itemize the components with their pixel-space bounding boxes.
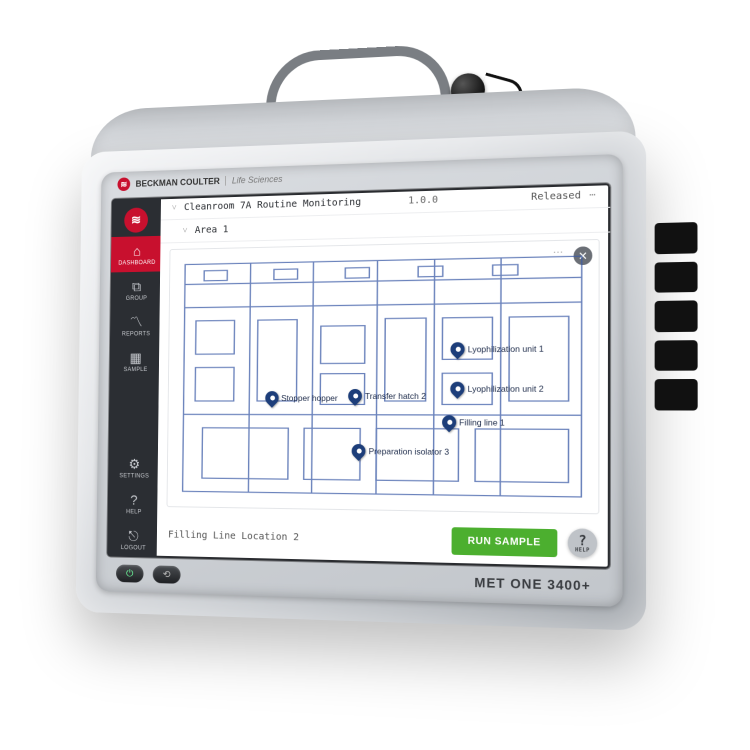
pin-label: Filling line 1 <box>459 418 505 428</box>
sidebar-item-dashboard[interactable]: ⌂ DASHBOARD <box>111 236 161 273</box>
run-sample-button[interactable]: RUN SAMPLE <box>451 527 557 557</box>
screen-bezel: ≋ BECKMAN COULTER Life Sciences ≋ ⌂ DASH… <box>96 154 623 607</box>
pin-icon <box>448 340 468 360</box>
sidebar-item-group[interactable]: ⧉ GROUP <box>110 271 160 307</box>
chevron-down-icon: ˅ <box>183 225 188 236</box>
pin-icon <box>346 386 365 406</box>
dashboard-icon: ⌂ <box>133 244 141 258</box>
sidebar-item-help[interactable]: ? HELP <box>108 485 158 522</box>
page-title: Cleanroom 7A Routine Monitoring <box>184 197 361 213</box>
logout-icon: ⎋ <box>128 529 138 543</box>
pin-icon <box>262 389 281 409</box>
sidebar-item-label: SETTINGS <box>119 473 149 479</box>
map-pin[interactable]: Transfer hatch 2 <box>348 389 426 403</box>
sidebar-item-settings[interactable]: ⚙ SETTINGS <box>108 449 158 485</box>
sidebar-item-reports[interactable]: 〽 REPORTS <box>110 307 160 343</box>
pin-label: Lyophilization unit 2 <box>468 383 544 393</box>
help-icon: ? <box>130 493 137 507</box>
status-label: Released <box>531 190 581 203</box>
sidebar-item-label: SAMPLE <box>124 367 148 373</box>
brand-sub: Life Sciences <box>225 174 282 186</box>
hardware-buttons: ⏻ ⟲ <box>116 564 181 583</box>
map-pin[interactable]: Stopper hopper <box>265 391 338 405</box>
chevron-down-icon: ˅ <box>172 203 177 214</box>
main-content: ˅ Cleanroom 7A Routine Monitoring 1.0.0 … <box>157 183 611 569</box>
location-label: Filling Line Location 2 <box>168 529 299 543</box>
reports-icon: 〽 <box>130 315 143 329</box>
power-button[interactable]: ⏻ <box>116 564 144 582</box>
more-icon[interactable]: ⋯ <box>589 190 597 202</box>
map-pin[interactable]: Filling line 1 <box>442 416 505 430</box>
sample-icon: ▦ <box>130 351 142 365</box>
floor-plan-panel: ⋯ ✕ <box>167 239 600 514</box>
pin-icon <box>448 379 468 399</box>
sidebar-item-label: REPORTS <box>122 331 150 337</box>
pin-icon <box>349 441 368 461</box>
touchscreen: ≋ ⌂ DASHBOARD ⧉ GROUP 〽 REPORTS ▦ <box>107 183 610 569</box>
pin-label: Lyophilization unit 1 <box>468 344 544 355</box>
sidebar-logo-icon: ≋ <box>124 207 148 233</box>
help-fab-label: HELP <box>575 547 590 554</box>
footer-bar: Filling Line Location 2 RUN SAMPLE ? HEL… <box>157 513 610 569</box>
brand-block: ≋ BECKMAN COULTER Life Sciences <box>117 172 282 191</box>
pin-icon <box>439 413 459 433</box>
pin-label: Stopper hopper <box>281 393 338 403</box>
map-pin[interactable]: Preparation isolator 3 <box>352 444 449 459</box>
floor-plan[interactable]: Stopper hopper Transfer hatch 2 Preparatio… <box>179 253 586 501</box>
model-label: MET ONE 3400+ <box>474 575 590 594</box>
chassis-body: ≋ BECKMAN COULTER Life Sciences ≋ ⌂ DASH… <box>76 130 647 630</box>
map-pin[interactable]: Lyophilization unit 1 <box>451 342 544 357</box>
pin-label: Transfer hatch 2 <box>365 391 426 401</box>
map-pin[interactable]: Lyophilization unit 2 <box>450 381 543 395</box>
brand-logo-icon: ≋ <box>117 177 130 191</box>
sidebar: ≋ ⌂ DASHBOARD ⧉ GROUP 〽 REPORTS ▦ <box>107 197 161 557</box>
brand-name: BECKMAN COULTER <box>136 176 220 188</box>
sidebar-item-sample[interactable]: ▦ SAMPLE <box>110 343 160 379</box>
sidebar-item-logout[interactable]: ⎋ LOGOUT <box>107 521 157 558</box>
sidebar-item-label: GROUP <box>126 296 148 302</box>
sidebar-item-label: LOGOUT <box>121 545 146 551</box>
gear-icon: ⚙ <box>129 457 141 471</box>
pin-label: Preparation isolator 3 <box>369 446 449 457</box>
sidebar-item-label: HELP <box>126 509 142 515</box>
version-label: 1.0.0 <box>408 195 438 207</box>
group-icon: ⧉ <box>132 280 141 294</box>
sidebar-item-label: DASHBOARD <box>118 260 155 267</box>
side-vents <box>655 222 698 410</box>
help-fab[interactable]: ? HELP <box>568 528 597 558</box>
link-button[interactable]: ⟲ <box>153 565 181 583</box>
area-label: Area 1 <box>195 224 229 236</box>
